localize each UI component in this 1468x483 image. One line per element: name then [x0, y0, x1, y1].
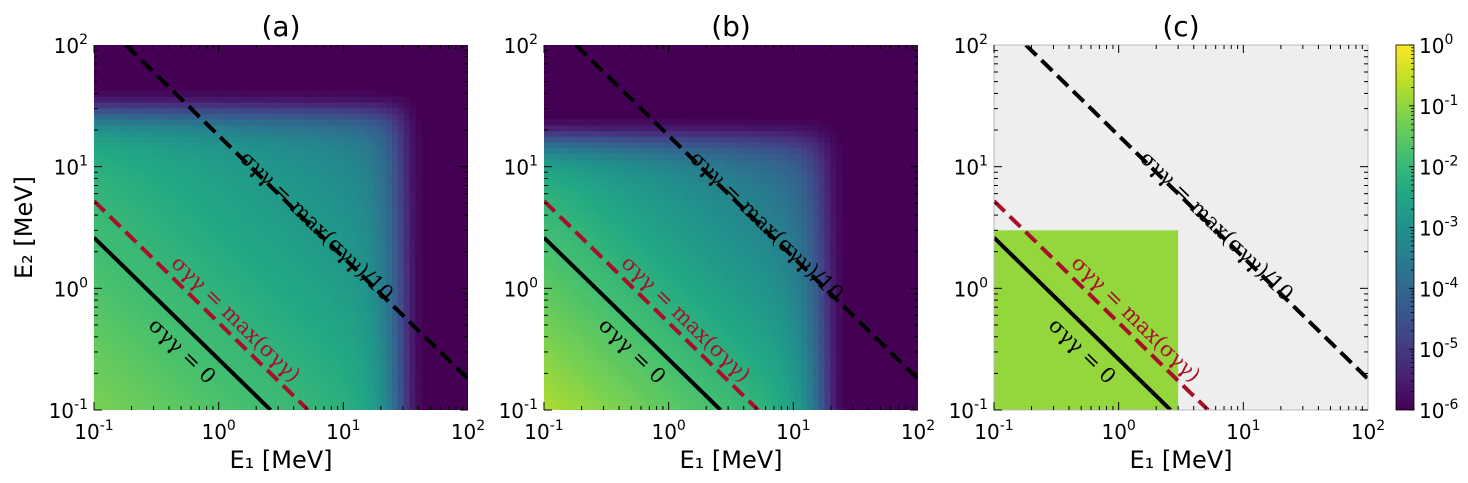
tenth-max-sigma-line: [1024, 45, 1368, 381]
y-tick-label: 102: [954, 32, 988, 58]
x-tick-label: 102: [901, 418, 935, 444]
heatmap-field: [544, 45, 918, 410]
nonzero-region: [994, 230, 1179, 410]
x-tick-label: 10-1: [974, 418, 1013, 444]
x-tick-label: 101: [326, 418, 360, 444]
ticks: [993, 45, 1368, 411]
panel-title: (c): [1162, 10, 1199, 43]
heatmap-field: [94, 45, 468, 410]
threshold-line: [544, 236, 723, 410]
colorbar-tick-label: 10-3: [1419, 215, 1458, 241]
x-tick-label: 10-1: [74, 418, 113, 444]
heatmap-field: [994, 45, 1368, 410]
x-axis-label: E₁ [MeV]: [1129, 446, 1232, 474]
y-tick-label: 10-1: [49, 397, 88, 423]
y-axis-label: E₂ [MeV]: [10, 176, 38, 279]
x-tick-label: 10-1: [524, 418, 563, 444]
y-tick-label: 100: [54, 275, 88, 301]
x-tick-label: 101: [1226, 418, 1260, 444]
tenth-max-sigma-line: [124, 45, 468, 381]
plot-frame: [993, 44, 1369, 411]
max-sigma-line: [94, 199, 310, 410]
panel-title: (b): [711, 10, 751, 43]
colorbar-tick-label: 10-4: [1419, 275, 1459, 301]
y-tick-label: 101: [504, 154, 538, 180]
y-tick-label: 100: [954, 275, 988, 301]
x-tick-label: 102: [451, 418, 485, 444]
ticks: [543, 45, 918, 411]
colorbar-tick-label: 100: [1419, 32, 1453, 58]
ticks: [93, 45, 468, 411]
y-tick-label: 10-1: [949, 397, 988, 423]
colorbar: 10-6 10-5 10-4 10-3 10-2 10-1 100: [1395, 32, 1459, 423]
x-tick-label: 102: [1351, 418, 1385, 444]
x-tick-label: 100: [651, 418, 685, 444]
y-tick-label: 100: [504, 275, 538, 301]
y-tick-label: 102: [504, 32, 538, 58]
colorbar-tick-label: 10-5: [1419, 336, 1458, 362]
threshold-line: [94, 236, 273, 410]
y-tick-label: 10-1: [499, 397, 538, 423]
x-tick-label: 101: [776, 418, 810, 444]
colorbar-tick-label: 10-2: [1419, 154, 1458, 180]
y-tick-label: 102: [54, 32, 88, 58]
colorbar-tick-label: 10-6: [1419, 397, 1459, 423]
x-axis-label: E₁ [MeV]: [229, 446, 332, 474]
x-tick-label: 100: [201, 418, 235, 444]
colorbar-tick-label: 10-1: [1419, 93, 1458, 119]
threshold-line: [994, 236, 1173, 410]
x-tick-label: 100: [1101, 418, 1135, 444]
y-tick-label: 101: [954, 154, 988, 180]
y-tick-label: 101: [54, 154, 88, 180]
max-sigma-line: [994, 199, 1210, 410]
max-sigma-line: [544, 199, 760, 410]
tenth-max-sigma-line: [574, 45, 918, 381]
panel-title: (a): [261, 10, 300, 43]
x-axis-label: E₁ [MeV]: [679, 446, 782, 474]
